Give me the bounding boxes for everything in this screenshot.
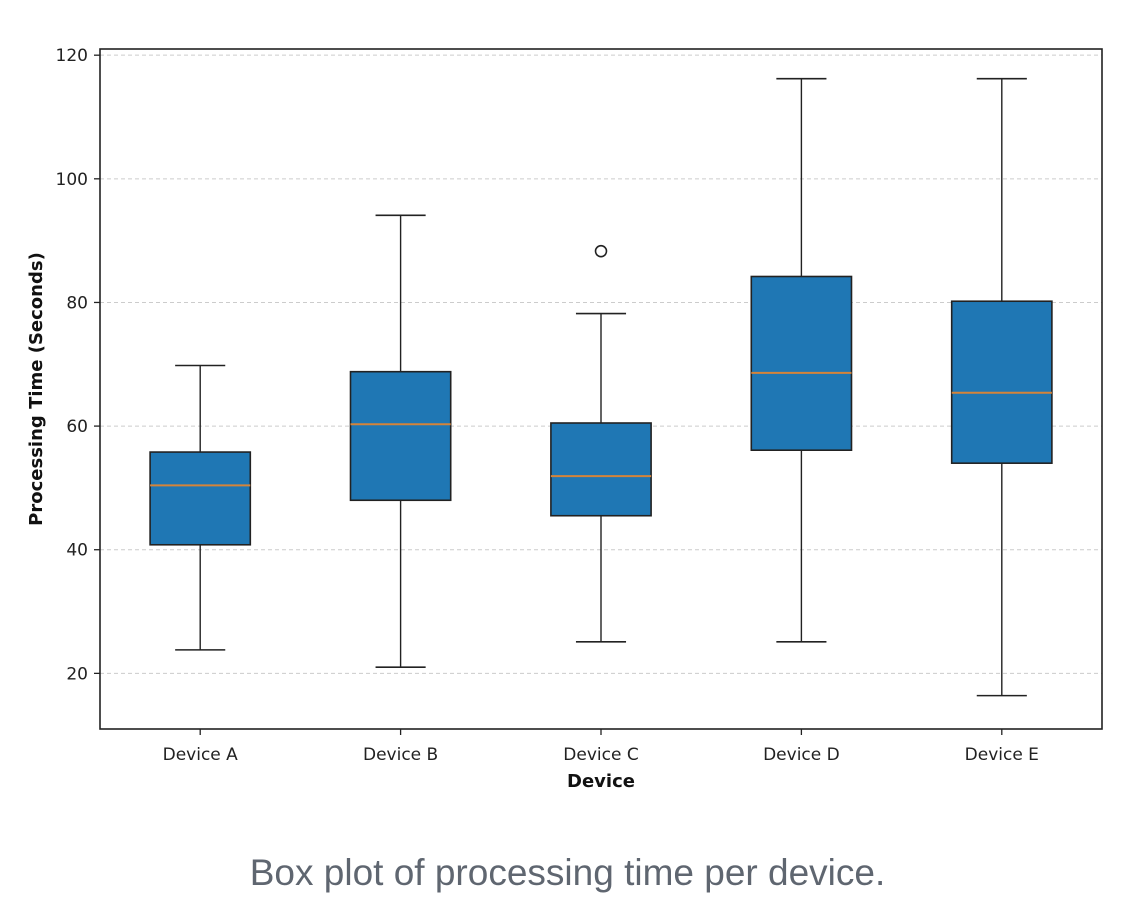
- box-device-e: [950, 77, 1053, 697]
- x-axis-label: Device: [567, 771, 635, 792]
- x-tick-label: Device C: [563, 745, 638, 765]
- x-tick-label: Device E: [965, 745, 1039, 765]
- box-device-b: [349, 214, 452, 668]
- x-tick-label: Device A: [163, 745, 239, 765]
- box-device-c: [550, 244, 652, 643]
- y-axis-label: Processing Time (Seconds): [26, 252, 47, 526]
- boxes: [149, 77, 1053, 697]
- x-tick-label: Device B: [363, 745, 438, 765]
- y-axis-ticks: 20 40 60 80 100 120: [56, 46, 100, 684]
- iqr-box: [750, 275, 853, 451]
- iqr-box: [149, 451, 252, 546]
- y-tick-label: 100: [56, 170, 88, 190]
- outlier-point: [594, 244, 608, 258]
- figure-caption: Box plot of processing time per device.: [249, 852, 886, 893]
- iqr-box: [349, 370, 452, 502]
- x-tick-label: Device D: [763, 745, 840, 765]
- y-tick-label: 80: [66, 293, 88, 313]
- iqr-box: [550, 422, 652, 517]
- x-axis-ticks: Device A Device B Device C Device D Device E: [163, 729, 1039, 765]
- box-device-d: [750, 77, 853, 643]
- y-tick-label: 120: [56, 46, 88, 66]
- y-tick-label: 20: [66, 664, 88, 684]
- iqr-box: [950, 300, 1053, 464]
- box-device-a: [149, 364, 252, 651]
- y-tick-label: 40: [66, 541, 88, 561]
- y-tick-label: 60: [66, 417, 88, 437]
